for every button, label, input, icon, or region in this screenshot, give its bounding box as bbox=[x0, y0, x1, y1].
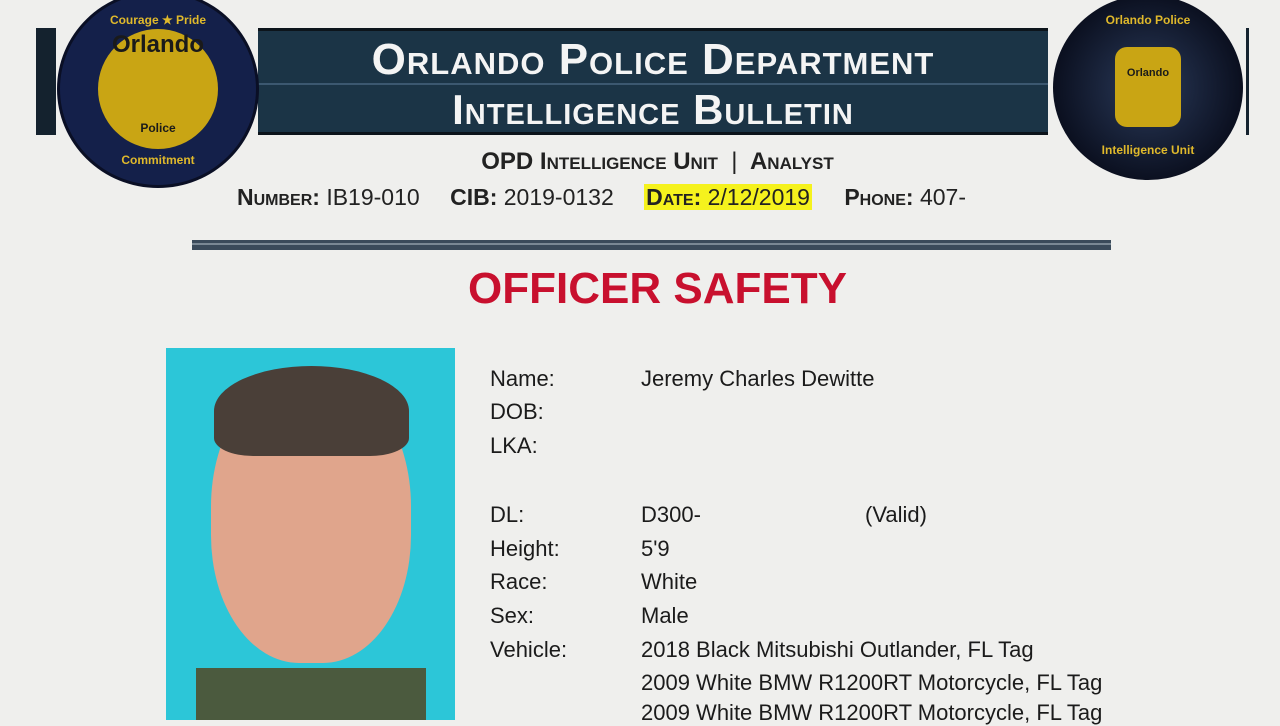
dl-status: (Valid) bbox=[865, 502, 927, 527]
phone-label: Phone: bbox=[844, 184, 914, 210]
badge-emblem-icon bbox=[1115, 47, 1181, 127]
headline: OFFICER SAFETY bbox=[468, 264, 847, 313]
banner-right-edge bbox=[1246, 28, 1249, 135]
intelligence-unit-seal-logo: Orlando Police Orlando Intelligence Unit bbox=[1053, 0, 1243, 180]
hair-shape bbox=[214, 366, 409, 456]
banner-divider bbox=[258, 83, 1048, 85]
logo-text-bottom: Commitment bbox=[121, 153, 195, 167]
date-highlight: Date: 2/12/2019 bbox=[644, 184, 812, 210]
seal-text-badge: Orlando bbox=[1126, 67, 1170, 79]
number-value: IB19-010 bbox=[326, 184, 420, 210]
role: Analyst bbox=[749, 148, 834, 175]
badge-emblem-icon bbox=[98, 29, 218, 149]
race-label: Race: bbox=[490, 569, 548, 594]
separator: | bbox=[731, 148, 738, 175]
vehicle-value-3: 2009 White BMW R1200RT Motorcycle, FL Ta… bbox=[641, 700, 1103, 725]
opd-badge-logo: Courage ★ Pride Orlando Police Commitmen… bbox=[57, 0, 259, 188]
cib-value: 2019-0132 bbox=[503, 184, 614, 210]
race-value: White bbox=[641, 569, 698, 594]
dl-value: D300- bbox=[641, 502, 701, 527]
unit-name: OPD Intelligence Unit bbox=[481, 148, 718, 175]
vehicle-value-1: 2018 Black Mitsubishi Outlander, FL Tag bbox=[641, 637, 1034, 662]
dob-label: DOB: bbox=[490, 399, 544, 424]
vehicle-label: Vehicle: bbox=[490, 637, 568, 662]
logo-text-center: Orlando bbox=[111, 31, 204, 58]
seal-text-bottom: Intelligence Unit bbox=[1101, 143, 1195, 157]
subject-photo bbox=[166, 348, 455, 720]
height-label: Height: bbox=[490, 536, 560, 561]
double-rule-divider bbox=[192, 240, 1111, 245]
banner: Orlando Police Department Intelligence B… bbox=[258, 28, 1048, 135]
number-label: Number: bbox=[237, 184, 320, 210]
sex-value: Male bbox=[641, 603, 689, 628]
vehicle-value-2: 2009 White BMW R1200RT Motorcycle, FL Ta… bbox=[641, 670, 1103, 695]
bulletin-info-line: Number: IB19-010 CIB: 2019-0132 Date: 2/… bbox=[237, 184, 990, 211]
bulletin-title: Intelligence Bulletin bbox=[452, 86, 854, 133]
lka-label: LKA: bbox=[490, 433, 538, 458]
logo-text-badge: Police bbox=[140, 121, 176, 135]
name-label: Name: bbox=[490, 366, 555, 391]
phone-value: 407- bbox=[919, 184, 967, 210]
date-label: Date: bbox=[646, 184, 702, 210]
sex-label: Sex: bbox=[490, 603, 535, 628]
date-value: 2/12/2019 bbox=[707, 184, 810, 210]
department-title: Orlando Police Department bbox=[371, 35, 935, 84]
unit-line: OPD Intelligence Unit | Analyst bbox=[0, 148, 1280, 176]
banner-left-edge bbox=[36, 28, 56, 135]
dl-label: DL: bbox=[490, 502, 525, 527]
logo-text-top: Courage ★ Pride bbox=[109, 13, 207, 27]
cib-label: CIB: bbox=[450, 184, 498, 210]
seal-text-top: Orlando Police bbox=[1105, 13, 1191, 27]
height-value: 5'9 bbox=[641, 536, 670, 561]
shirt-shape bbox=[196, 668, 426, 720]
name-value: Jeremy Charles Dewitte bbox=[641, 366, 875, 391]
